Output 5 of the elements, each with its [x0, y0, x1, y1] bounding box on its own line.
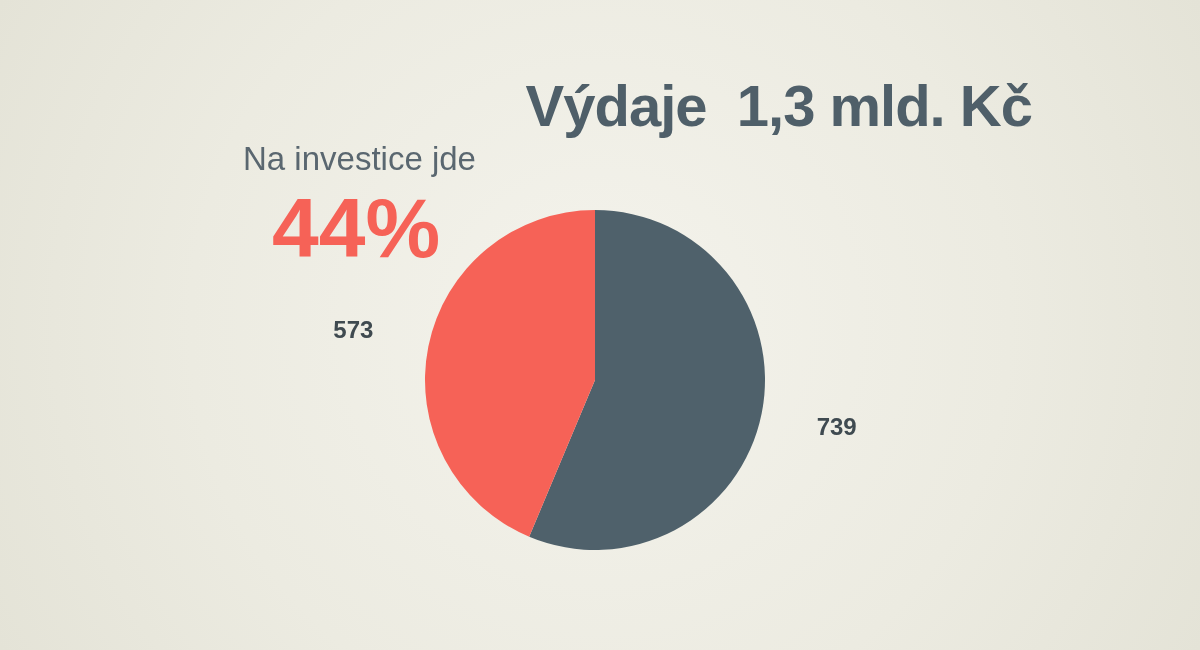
chart-title: Výdaje 1,3 mld. Kč: [525, 72, 1032, 139]
text: Na investice jde: [243, 140, 476, 178]
text: 44%: [272, 180, 441, 277]
data-label: 739: [816, 413, 857, 441]
data-label: 573: [333, 315, 374, 343]
